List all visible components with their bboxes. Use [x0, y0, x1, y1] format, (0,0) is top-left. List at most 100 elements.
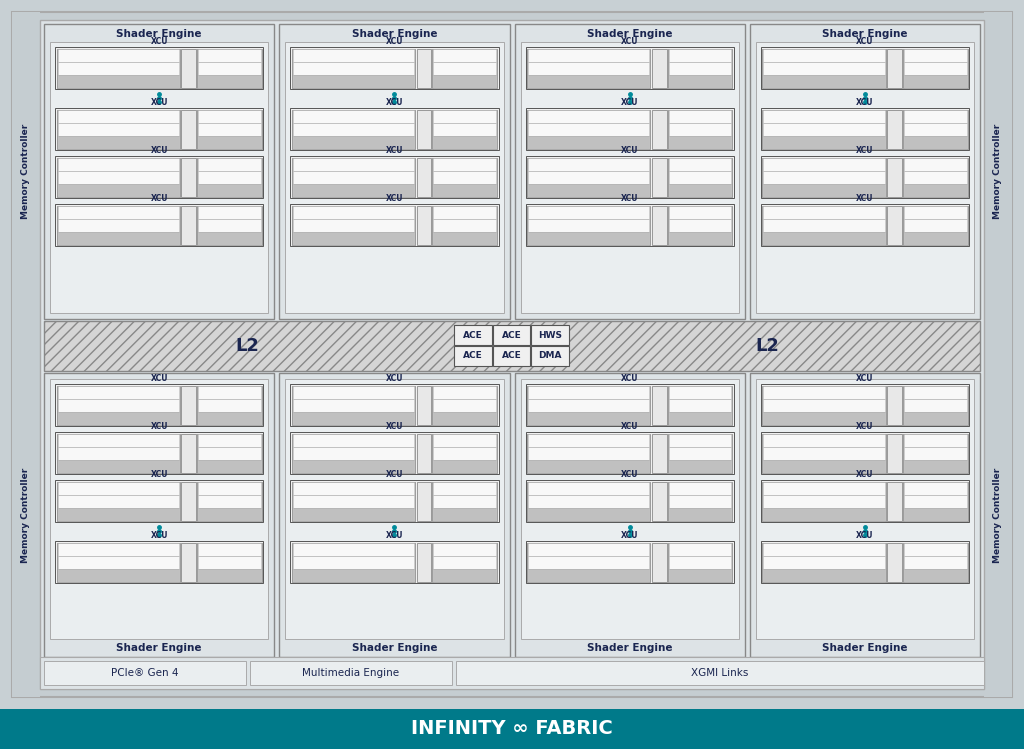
Bar [433, 110, 496, 123]
Text: DMA: DMA [539, 351, 562, 360]
Bar [904, 460, 967, 473]
Bar [292, 205, 415, 244]
Bar [668, 386, 732, 425]
Bar [528, 495, 649, 508]
Bar [904, 232, 967, 244]
Bar [903, 205, 968, 244]
Bar [197, 434, 262, 473]
Bar [528, 219, 649, 231]
Bar [668, 434, 732, 473]
Bar [197, 205, 262, 244]
Bar [57, 412, 179, 425]
Bar [528, 399, 649, 411]
Bar [57, 482, 179, 494]
Bar [652, 434, 667, 473]
Bar [887, 542, 902, 581]
Bar [290, 432, 499, 474]
Bar [433, 460, 496, 473]
Bar [181, 482, 196, 521]
Text: XCU: XCU [386, 146, 403, 155]
Bar [903, 482, 968, 521]
Bar [197, 482, 262, 521]
Bar [293, 184, 414, 196]
Bar [652, 205, 667, 244]
Bar [57, 495, 179, 508]
Bar [198, 460, 261, 473]
Text: Shader Engine: Shader Engine [117, 29, 202, 39]
Bar [433, 495, 496, 508]
Bar [290, 204, 499, 246]
Bar [198, 171, 261, 184]
Bar [433, 412, 496, 425]
Bar [904, 412, 967, 425]
Bar [669, 158, 731, 171]
Bar [197, 542, 262, 581]
Bar [763, 158, 885, 171]
Bar [57, 219, 179, 231]
Text: XCU: XCU [386, 374, 403, 383]
Text: XCU: XCU [386, 531, 403, 540]
Bar [527, 109, 650, 148]
Bar [57, 62, 179, 74]
Bar [904, 543, 967, 556]
Bar [198, 219, 261, 231]
Bar [198, 399, 261, 411]
Bar [762, 542, 886, 581]
Bar [528, 556, 649, 568]
Bar [44, 661, 246, 685]
Bar [528, 206, 649, 219]
Text: Shader Engine: Shader Engine [822, 29, 907, 39]
Bar [56, 109, 180, 148]
Bar [763, 399, 885, 411]
Bar [904, 206, 967, 219]
Bar [525, 541, 734, 583]
Bar [293, 508, 414, 521]
Bar [197, 109, 262, 148]
Bar [57, 49, 179, 61]
Bar [293, 495, 414, 508]
Bar [525, 47, 734, 89]
Bar [887, 482, 902, 521]
Bar [904, 158, 967, 171]
Bar [763, 569, 885, 581]
Text: INFINITY ∞ FABRIC: INFINITY ∞ FABRIC [411, 720, 613, 739]
Bar [55, 156, 263, 198]
Bar [198, 75, 261, 88]
Bar [756, 42, 974, 313]
Bar [528, 184, 649, 196]
Bar [903, 434, 968, 473]
Text: XGMI Links: XGMI Links [691, 668, 749, 678]
Bar [198, 569, 261, 581]
Bar [293, 206, 414, 219]
Bar [432, 109, 497, 148]
Bar [433, 434, 496, 446]
Bar [56, 205, 180, 244]
Bar [290, 156, 499, 198]
Bar [528, 460, 649, 473]
Text: Memory Controller: Memory Controller [993, 467, 1002, 562]
Bar [528, 543, 649, 556]
Bar [44, 24, 274, 319]
Bar [57, 110, 179, 123]
Bar [197, 49, 262, 88]
Bar [763, 49, 885, 61]
Bar [528, 386, 649, 398]
Bar [762, 386, 886, 425]
Text: XCU: XCU [621, 37, 638, 46]
Bar [903, 49, 968, 88]
Bar [44, 321, 980, 371]
Bar [669, 49, 731, 61]
Text: XCU: XCU [856, 37, 873, 46]
Bar [293, 412, 414, 425]
Bar [417, 157, 431, 196]
Bar [984, 12, 1012, 697]
Bar [763, 171, 885, 184]
Bar [652, 482, 667, 521]
Bar [669, 62, 731, 74]
Bar [763, 412, 885, 425]
Bar [198, 136, 261, 148]
Bar [433, 123, 496, 136]
Bar [903, 157, 968, 196]
Bar [904, 219, 967, 231]
Bar [762, 109, 886, 148]
